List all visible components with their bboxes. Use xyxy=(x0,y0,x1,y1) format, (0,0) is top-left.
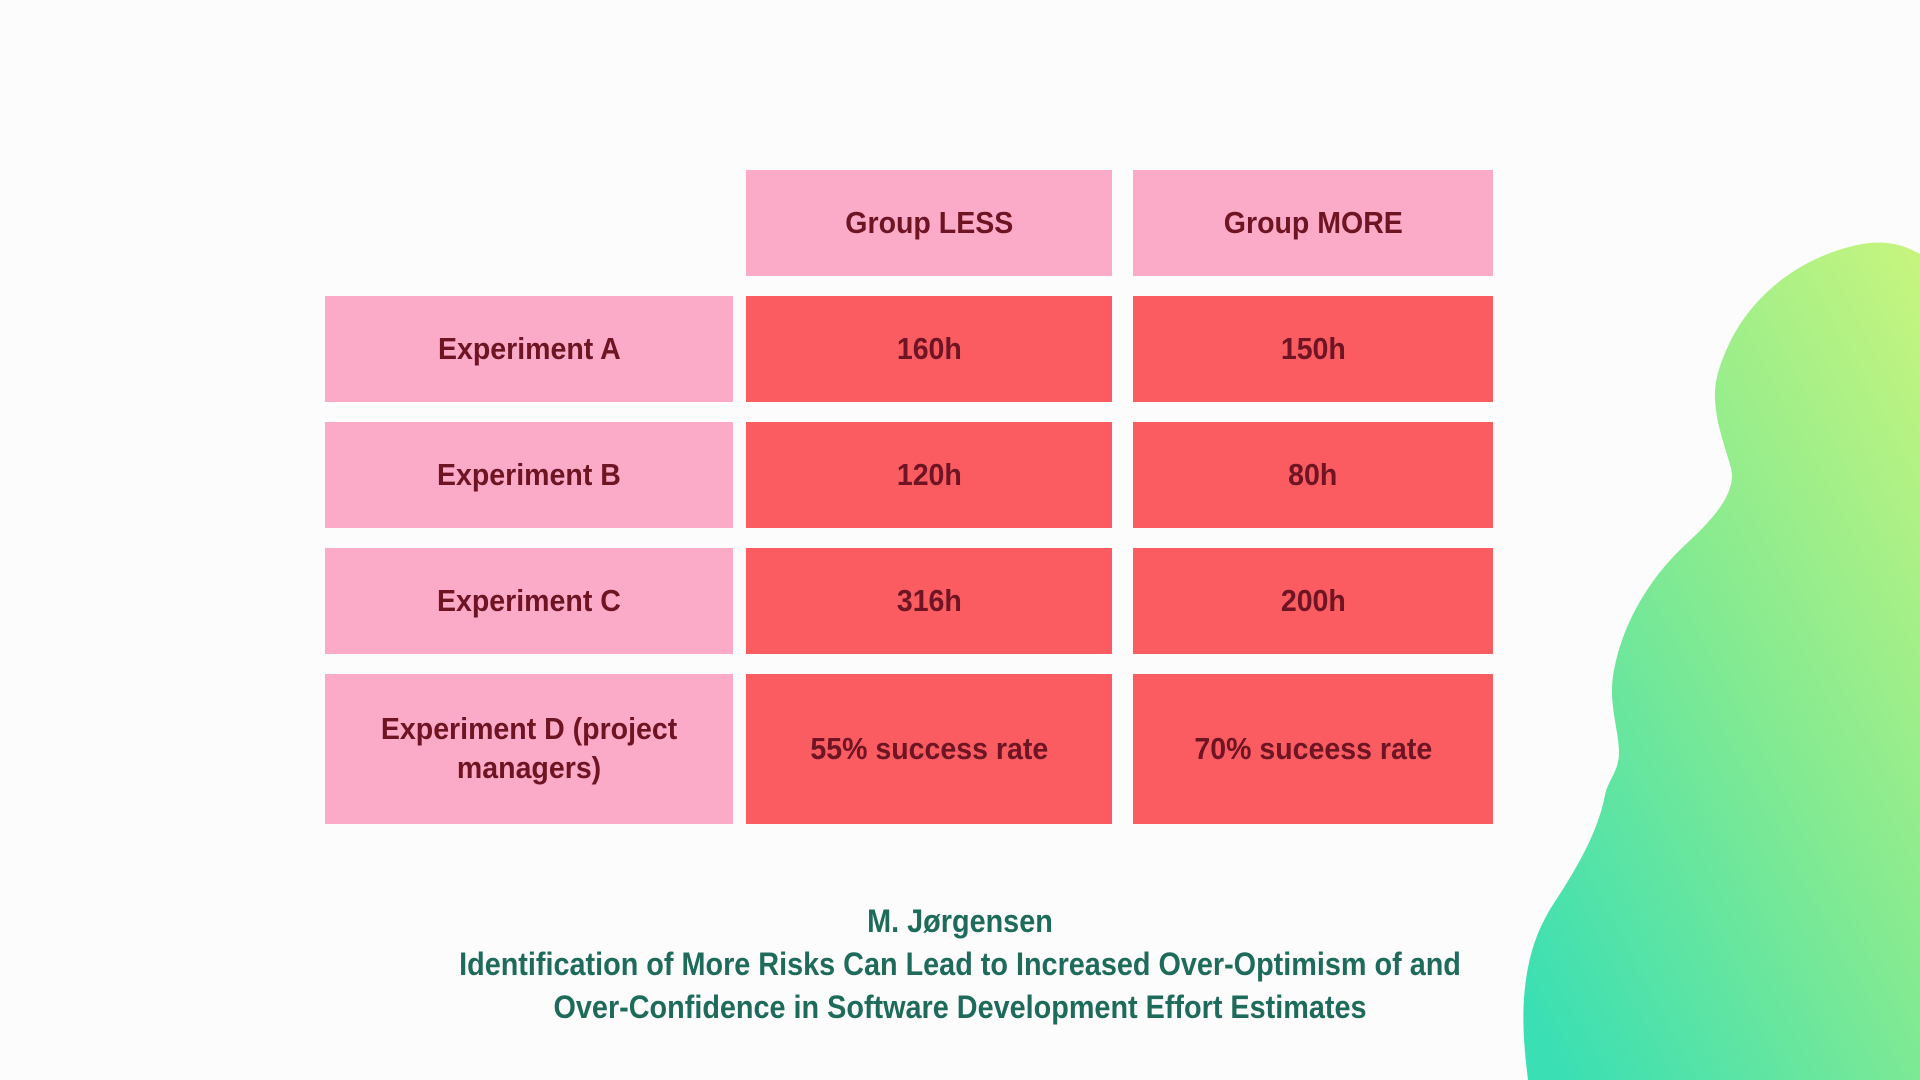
row-label-text: Experiment A xyxy=(437,330,621,366)
header-label-group-more: Group MORE xyxy=(1223,204,1403,240)
citation-title-line2: Over-Confidence in Software Development … xyxy=(553,989,1367,1025)
value-text: 200h xyxy=(1280,582,1346,618)
header-cell-group-less: Group LESS xyxy=(746,170,1112,276)
value-cell-expC-more: 200h xyxy=(1133,548,1493,654)
value-text: 55% success rate xyxy=(810,730,1048,766)
row-label-experiment-b: Experiment B xyxy=(325,422,733,528)
value-cell-expD-less: 55% success rate xyxy=(746,674,1112,824)
header-label-group-less: Group LESS xyxy=(845,204,1013,240)
value-text: 316h xyxy=(896,582,962,618)
value-text: 120h xyxy=(896,456,962,492)
value-text: 70% suceess rate xyxy=(1194,730,1432,766)
row-label-text: Experiment D (project managers) xyxy=(380,711,678,785)
row-label-text: Experiment B xyxy=(437,456,621,492)
value-cell-expB-more: 80h xyxy=(1133,422,1493,528)
value-cell-expD-more: 70% suceess rate xyxy=(1133,674,1493,824)
citation-block: M. Jørgensen Identification of More Risk… xyxy=(0,900,1920,1029)
citation-author: M. Jørgensen xyxy=(867,903,1053,939)
row-label-experiment-d: Experiment D (project managers) xyxy=(325,674,733,824)
value-text: 150h xyxy=(1280,330,1346,366)
row-label-experiment-a: Experiment A xyxy=(325,296,733,402)
value-text: 160h xyxy=(896,330,962,366)
row-label-text: Experiment C xyxy=(437,582,621,618)
value-cell-expB-less: 120h xyxy=(746,422,1112,528)
value-cell-expA-more: 150h xyxy=(1133,296,1493,402)
citation-title-line1: Identification of More Risks Can Lead to… xyxy=(459,946,1461,982)
row-label-experiment-c: Experiment C xyxy=(325,548,733,654)
value-text: 80h xyxy=(1288,456,1338,492)
value-cell-expC-less: 316h xyxy=(746,548,1112,654)
value-cell-expA-less: 160h xyxy=(746,296,1112,402)
header-cell-group-more: Group MORE xyxy=(1133,170,1493,276)
